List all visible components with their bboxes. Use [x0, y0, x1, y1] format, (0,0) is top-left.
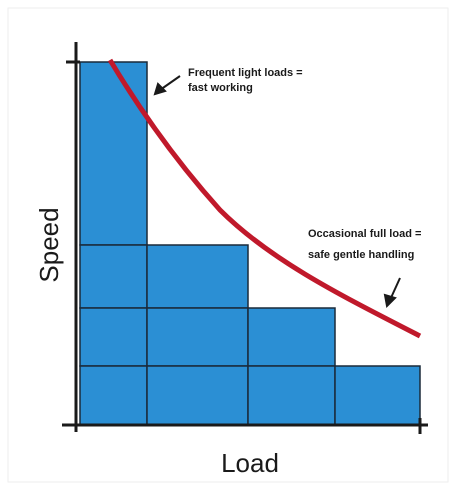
annotation-line: Occasional full load = — [308, 228, 421, 240]
block — [79, 307, 148, 367]
block — [247, 365, 336, 426]
block — [79, 244, 148, 309]
block — [247, 307, 336, 367]
arrows — [153, 75, 401, 309]
annotation-line: Frequent light loads = — [188, 67, 303, 79]
arrow — [159, 75, 181, 91]
arrow-head — [383, 293, 397, 309]
annotation-line: fast working — [188, 82, 253, 94]
y-axis-label: Speed — [34, 207, 64, 282]
block — [79, 61, 148, 246]
speed-curve — [107, 58, 422, 339]
x-axis-label: Load — [221, 448, 279, 478]
annotation-line: safe gentle handling — [308, 249, 414, 261]
block — [79, 365, 148, 426]
load-speed-blocks — [79, 61, 421, 426]
block — [146, 307, 249, 367]
block — [146, 365, 249, 426]
block — [334, 365, 421, 426]
arrow-head — [153, 82, 167, 96]
block — [146, 244, 249, 309]
